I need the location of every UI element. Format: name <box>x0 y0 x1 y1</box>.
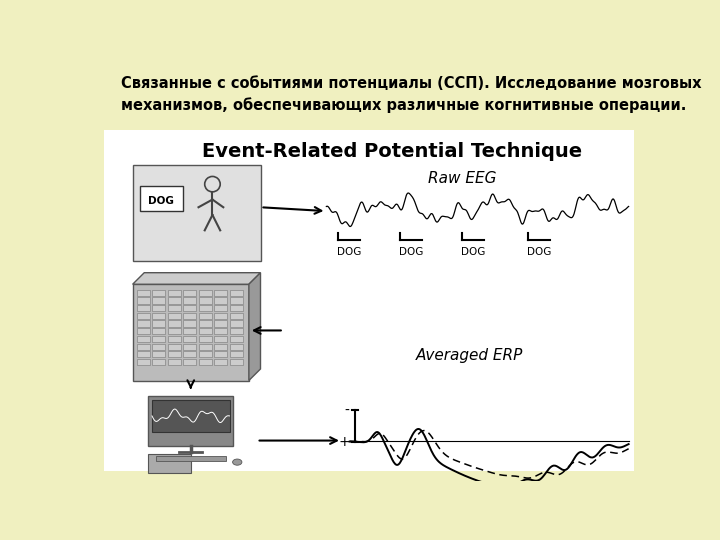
Bar <box>183 351 196 357</box>
Bar <box>137 351 150 357</box>
Polygon shape <box>132 273 261 284</box>
Bar <box>183 305 196 311</box>
Bar <box>183 298 196 303</box>
Bar <box>199 351 212 357</box>
Text: DOG: DOG <box>461 247 485 257</box>
Bar <box>183 328 196 334</box>
Bar <box>214 320 228 327</box>
Bar <box>214 351 228 357</box>
Bar <box>230 305 243 311</box>
Bar <box>137 336 150 342</box>
Bar <box>137 343 150 350</box>
Bar <box>199 336 212 342</box>
Bar <box>168 289 181 296</box>
Bar <box>214 298 228 303</box>
Bar <box>230 351 243 357</box>
Bar <box>137 289 150 296</box>
Bar <box>199 328 212 334</box>
Bar <box>168 351 181 357</box>
Bar <box>230 328 243 334</box>
Bar <box>152 336 165 342</box>
Bar <box>168 336 181 342</box>
Text: Связанные с событиями потенциалы (ССП). Исследование мозговых
механизмов, обеспе: Связанные с событиями потенциалы (ССП). … <box>121 76 701 113</box>
Bar <box>137 313 150 319</box>
Bar <box>132 284 249 381</box>
Bar <box>152 298 165 303</box>
Bar <box>152 289 165 296</box>
Bar <box>214 343 228 350</box>
Bar <box>152 313 165 319</box>
Text: -: - <box>345 404 350 418</box>
Polygon shape <box>249 273 261 381</box>
Bar <box>214 305 228 311</box>
Bar <box>183 336 196 342</box>
Bar <box>230 313 243 319</box>
Bar <box>230 359 243 365</box>
Bar <box>156 456 225 461</box>
Text: Raw EEG: Raw EEG <box>428 171 496 186</box>
Bar <box>183 289 196 296</box>
Bar <box>152 400 230 432</box>
Bar <box>137 298 150 303</box>
Bar <box>199 320 212 327</box>
Bar <box>199 298 212 303</box>
Bar <box>199 359 212 365</box>
Bar <box>199 289 212 296</box>
Text: DOG: DOG <box>148 196 174 206</box>
Ellipse shape <box>233 459 242 465</box>
Bar <box>168 320 181 327</box>
Bar <box>168 313 181 319</box>
Bar <box>148 396 233 446</box>
Bar <box>183 359 196 365</box>
Bar <box>152 328 165 334</box>
Bar <box>183 313 196 319</box>
Bar <box>214 336 228 342</box>
Bar <box>137 320 150 327</box>
Text: DOG: DOG <box>526 247 551 257</box>
Bar <box>199 305 212 311</box>
Bar <box>199 313 212 319</box>
Bar <box>214 328 228 334</box>
Bar <box>214 359 228 365</box>
Bar <box>230 336 243 342</box>
Bar <box>140 186 183 211</box>
Bar <box>137 305 150 311</box>
Text: +: + <box>338 435 350 449</box>
Bar <box>137 359 150 365</box>
Bar <box>214 289 228 296</box>
Bar <box>152 351 165 357</box>
Bar <box>152 305 165 311</box>
Text: Event-Related Potential Technique: Event-Related Potential Technique <box>202 142 582 161</box>
Bar <box>104 130 634 470</box>
Bar <box>214 313 228 319</box>
Bar <box>152 320 165 327</box>
Bar <box>168 305 181 311</box>
Bar <box>152 343 165 350</box>
Bar <box>168 343 181 350</box>
Bar <box>183 343 196 350</box>
Bar <box>230 343 243 350</box>
Bar <box>168 328 181 334</box>
Bar <box>230 320 243 327</box>
Bar <box>168 298 181 303</box>
Bar <box>132 165 261 261</box>
Bar <box>168 359 181 365</box>
Text: DOG: DOG <box>337 247 361 257</box>
Bar <box>183 320 196 327</box>
Bar <box>148 454 191 473</box>
Bar <box>152 359 165 365</box>
Text: Averaged ERP: Averaged ERP <box>416 348 523 363</box>
Bar <box>230 298 243 303</box>
Bar <box>137 328 150 334</box>
Bar <box>199 343 212 350</box>
Text: DOG: DOG <box>399 247 423 257</box>
Bar <box>230 289 243 296</box>
